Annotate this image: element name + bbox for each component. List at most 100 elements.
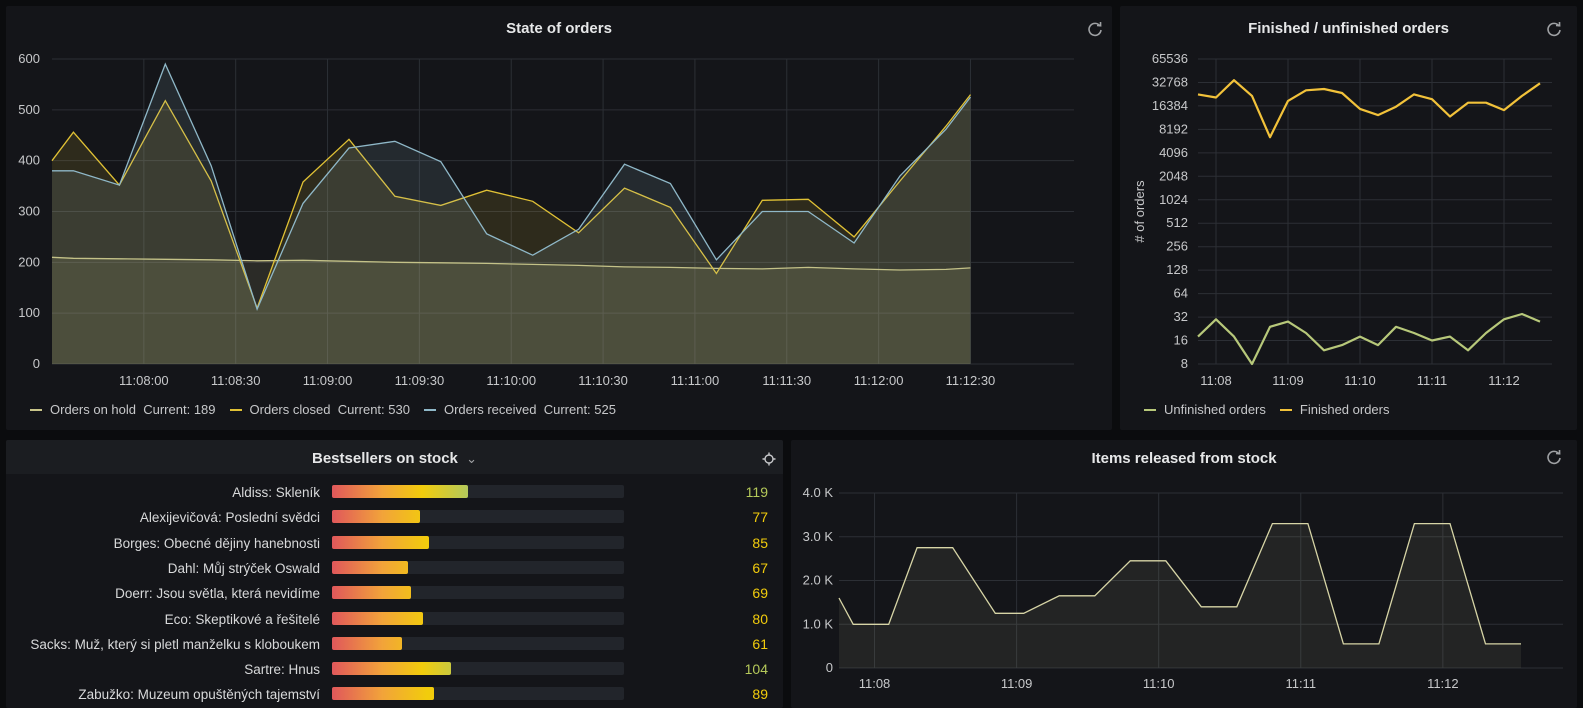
panel-title[interactable]: Finished / unfinished orders: [1248, 20, 1449, 37]
bestseller-bar-track: [332, 662, 624, 676]
target-icon[interactable]: [762, 452, 776, 466]
bestseller-row[interactable]: Sacks: Muž, který si pletl manželku s kl…: [6, 635, 783, 655]
bestseller-bar-fill: [332, 636, 402, 650]
x-tick-label: 11:08:00: [119, 373, 169, 388]
legend-item-finished-orders[interactable]: Finished orders: [1279, 402, 1390, 417]
bestseller-bar-track: [332, 611, 624, 625]
y-tick-label: 16384: [1152, 98, 1188, 113]
y-tick-label: 4.0 K: [803, 485, 834, 500]
legend-label: Orders received: [443, 402, 537, 417]
y-tick-label: 1024: [1159, 192, 1188, 207]
bestseller-row[interactable]: Eco: Skeptikové a řešitelé 80: [6, 610, 783, 630]
x-tick-label: 11:11: [1285, 676, 1316, 691]
x-tick-label: 11:09: [1001, 676, 1033, 691]
y-tick-label: 64: [1174, 286, 1188, 301]
panel-title[interactable]: Items released from stock: [1091, 450, 1277, 467]
series-line-finished[interactable]: [1197, 79, 1541, 139]
y-tick-label: 0: [33, 356, 40, 371]
series-line-received[interactable]: [52, 62, 972, 311]
series-line-closed[interactable]: [51, 94, 972, 311]
x-tick-label: 11:11:00: [671, 373, 720, 388]
refresh-icon[interactable]: [1545, 20, 1563, 38]
panel-title[interactable]: State of orders: [506, 20, 612, 37]
legend-item-orders-closed[interactable]: Orders closed Current: 530: [229, 402, 410, 417]
refresh-icon[interactable]: [1545, 448, 1563, 466]
legend-current-value: 530: [388, 402, 410, 417]
series-line-on-hold[interactable]: [51, 256, 971, 271]
legend-label: Finished orders: [1299, 402, 1390, 417]
series-area: [52, 64, 971, 364]
series-area: [839, 523, 1521, 668]
y-tick-label: 3.0 K: [803, 529, 834, 544]
finished-unfinished-panel: Finished / unfinished orders 8 16 32 64 128 2…: [1120, 6, 1577, 430]
series-line-released[interactable]: [838, 522, 1521, 645]
bestseller-bar-fill: [332, 662, 451, 676]
y-tick-label: 8192: [1159, 121, 1188, 136]
x-tick-label: 11:10:00: [486, 373, 536, 388]
legend-current-label: Current:: [143, 402, 191, 417]
state-of-orders-chart[interactable]: 0 100 200 300 400 500 600 11:08:00 11:08:30 11:09…: [6, 6, 1112, 396]
bestseller-label: Sartre: Hnus: [244, 662, 320, 678]
x-tick-label: 11:10: [1143, 676, 1175, 691]
panel-title[interactable]: Bestsellers on stock ⌄: [6, 450, 783, 467]
series-swatch: [229, 408, 242, 411]
bestseller-row[interactable]: Alexijevičová: Poslední svědci 77: [6, 508, 783, 528]
bestseller-row[interactable]: Doerr: Jsou světla, která nevidíme 69: [6, 584, 783, 604]
bestseller-row[interactable]: Aldiss: Skleník 119: [6, 483, 783, 503]
y-tick-label: 128: [1166, 262, 1188, 277]
bestseller-bar-track: [332, 687, 624, 701]
y-tick-label: 65536: [1152, 51, 1188, 66]
y-tick-label: 2048: [1159, 168, 1188, 183]
y-tick-label: 400: [18, 153, 40, 168]
series-swatch: [1144, 408, 1156, 411]
bestseller-bar-fill: [332, 687, 434, 701]
x-tick-label: 11:10:30: [578, 373, 628, 388]
y-tick-label: 200: [18, 254, 40, 269]
bestseller-label: Zabužko: Muzeum opuštěných tajemství: [78, 687, 320, 703]
series-line-unfinished[interactable]: [1197, 312, 1541, 366]
x-tick-label: 11:09:00: [303, 373, 353, 388]
finished-unfinished-chart[interactable]: 8 16 32 64 128 256 512 1024 2048 4096 8192 16384 327…: [1120, 6, 1577, 396]
y-tick-label: 32768: [1152, 74, 1188, 89]
y-tick-label: 600: [18, 51, 40, 66]
y-tick-label: 300: [18, 204, 40, 219]
x-tick-label: 11:12: [1488, 373, 1520, 388]
series-swatch: [423, 408, 436, 411]
refresh-icon[interactable]: [1086, 20, 1104, 38]
legend-label: Unfinished orders: [1164, 402, 1266, 417]
bestseller-value: 61: [752, 635, 768, 652]
bestseller-bar-track: [332, 510, 624, 524]
panel-title-text: Bestsellers on stock: [312, 450, 458, 467]
legend-item-orders-on-hold[interactable]: Orders on hold Current: 189: [30, 402, 216, 417]
bestseller-value: 67: [752, 559, 768, 576]
bestseller-value: 77: [752, 509, 768, 526]
bestseller-row[interactable]: Borges: Obecné dějiny hanebnosti 85: [6, 534, 783, 554]
bestseller-row[interactable]: Sartre: Hnus 104: [6, 660, 783, 680]
panel-header: [6, 440, 783, 474]
y-tick-label: 32: [1174, 309, 1188, 324]
x-tick-label: 11:08: [859, 676, 891, 691]
x-tick-label: 11:12:30: [946, 373, 996, 388]
items-released-chart[interactable]: 0 1.0 K 2.0 K 3.0 K 4.0 K 11:08 11:09 11:10 11:1…: [791, 440, 1577, 708]
y-axis-label: # of orders: [1132, 180, 1147, 243]
bestseller-label: Eco: Skeptikové a řešitelé: [164, 611, 320, 627]
bestseller-bar-track: [332, 636, 624, 650]
chevron-down-icon[interactable]: ⌄: [466, 451, 477, 466]
bestseller-row[interactable]: Zabužko: Muzeum opuštěných tajemství 89: [6, 685, 783, 705]
bestseller-bar-fill: [332, 611, 424, 625]
legend-item-orders-received[interactable]: Orders received Current: 525: [423, 402, 616, 417]
bestseller-bar-track: [332, 485, 624, 498]
bestseller-row[interactable]: Dahl: Můj strýček Oswald 67: [6, 559, 783, 579]
bestseller-bar-track: [332, 586, 624, 600]
bestseller-bar-fill: [332, 535, 429, 549]
finished-legend: Unfinished orders Finished orders: [1144, 402, 1404, 417]
x-tick-label: 11:09:30: [395, 373, 445, 388]
bestseller-bar-fill: [332, 510, 420, 524]
bestseller-bar-track: [332, 535, 624, 549]
legend-item-unfinished-orders[interactable]: Unfinished orders: [1144, 402, 1266, 417]
x-tick-label: 11:11: [1417, 373, 1448, 388]
bestseller-label: Borges: Obecné dějiny hanebnosti: [113, 535, 320, 551]
series-area: [52, 257, 971, 364]
bestseller-value: 119: [745, 484, 768, 500]
bestseller-value: 89: [752, 686, 768, 703]
